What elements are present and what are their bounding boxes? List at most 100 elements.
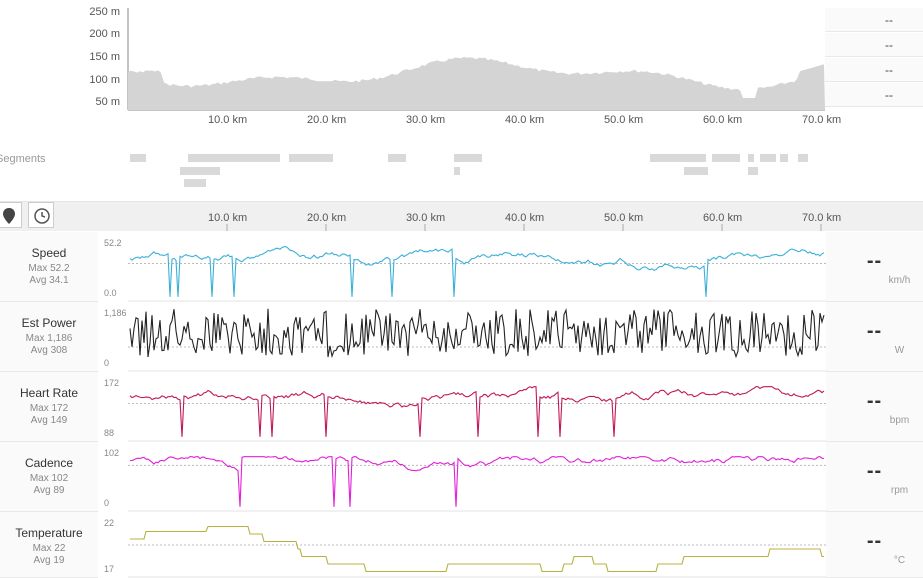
segments-track[interactable] [128,150,818,190]
metric-chart[interactable] [128,302,828,372]
metric-title: Temperature [15,526,83,540]
km-label: 50.0 km [604,212,644,224]
metric-title: Cadence [24,456,74,470]
segment-bar [180,167,220,175]
metric-label-panel: Heart Rate Max 172 Avg 149 [0,372,98,442]
segment-bar [798,154,808,162]
metric-chart[interactable] [128,232,828,302]
metric-trace [129,386,825,437]
km-ticks [226,224,822,231]
metric-axis-min: 17 [104,564,115,574]
metric-label-panel: Temperature Max 22 Avg 19 [0,512,98,578]
elevation-side-value: -- [825,58,923,82]
metric-trace [129,307,825,359]
km-label: 10.0 km [208,114,248,126]
elevation-profile[interactable] [120,0,830,120]
metric-max: Max 1,186 [25,333,73,344]
metric-unit: W [894,345,905,356]
km-label: 70.0 km [802,114,842,126]
metric-max: Max 52.2 [28,263,70,274]
metric-label-panel: Speed Max 52.2 Avg 34.1 [0,232,98,302]
segment-bar [748,154,754,162]
km-label: 20.0 km [307,212,347,224]
metric-trace [130,525,824,573]
metric-title: Speed [31,246,67,260]
metric-title: Heart Rate [19,386,79,400]
segment-bar [188,154,280,162]
metric-axis-max: 172 [104,378,120,388]
metric-axis-max: 1,186 [104,308,127,318]
km-label: 30.0 km [406,114,446,126]
metric-trace [129,246,825,297]
metric-axis-min: 88 [104,428,115,438]
metric-axis-min: 0 [104,498,110,508]
segment-bar [454,167,460,175]
metric-axis-max: 52.2 [104,238,122,248]
metric-current-value: -- [866,460,883,482]
metric-unit: rpm [890,485,909,496]
metric-unit: bpm [889,415,910,426]
elevation-y-label: 100 m [89,74,120,86]
km-label: 40.0 km [505,114,545,126]
segment-bar [289,154,333,162]
metric-max: Max 102 [29,473,69,484]
metric-max: Max 172 [29,403,69,414]
segments-label: Segments [0,153,46,165]
metric-axis-min: 0 [104,358,110,368]
metric-title: Est Power [21,316,77,330]
metric-current-value: -- [866,390,883,412]
metric-current-panel: -- km/h [826,232,923,302]
segment-bar [650,154,706,162]
clock-icon [34,208,50,224]
metric-unit: °C [893,555,906,566]
metric-axis-max: 102 [104,448,120,458]
segment-bar [780,154,788,162]
time-view-button[interactable] [28,202,54,228]
elevation-y-label: 200 m [89,28,120,40]
km-label: 60.0 km [703,114,743,126]
elevation-side-value: -- [825,33,923,57]
elevation-y-label: 50 m [95,96,120,108]
segment-bar [760,154,776,162]
km-label: 70.0 km [802,212,842,224]
metric-unit: km/h [888,275,911,286]
metric-avg: Avg 149 [30,415,68,426]
metric-label-panel: Est Power Max 1,186 Avg 308 [0,302,98,372]
metric-avg: Avg 308 [30,345,68,356]
metric-current-value: -- [866,530,883,552]
metric-avg: Avg 89 [33,485,65,496]
metric-axis-min: 0.0 [104,288,117,298]
km-label: 20.0 km [307,114,347,126]
km-label: 40.0 km [505,212,545,224]
metric-current-value: -- [866,250,883,272]
metric-axis-max: 22 [104,518,115,528]
segment-bar [184,179,206,187]
km-label: 10.0 km [208,212,248,224]
km-label: 50.0 km [604,114,644,126]
km-label: 30.0 km [406,212,446,224]
metric-current-panel: -- rpm [826,442,923,512]
map-pin-icon [3,208,15,224]
metric-avg: Avg 34.1 [29,275,69,286]
metric-chart[interactable] [128,372,828,442]
metric-trace [129,456,825,507]
metric-current-panel: -- °C [826,512,923,578]
metric-chart[interactable] [128,512,828,578]
metric-chart[interactable] [128,442,828,512]
km-label: 60.0 km [703,212,743,224]
segment-bar [748,167,758,175]
elevation-side-value: -- [825,8,923,32]
elevation-y-label: 150 m [89,51,120,63]
elevation-y-label: 250 m [89,6,120,18]
metric-current-panel: -- W [826,302,923,372]
segment-bar [712,154,740,162]
elevation-side-value: -- [825,83,923,107]
segment-bar [454,154,482,162]
metric-current-panel: -- bpm [826,372,923,442]
segment-bar [388,154,406,162]
metric-current-value: -- [866,320,883,342]
segment-bar [684,167,708,175]
metric-label-panel: Cadence Max 102 Avg 89 [0,442,98,512]
map-view-button[interactable] [0,202,22,228]
metric-avg: Avg 19 [33,555,65,566]
